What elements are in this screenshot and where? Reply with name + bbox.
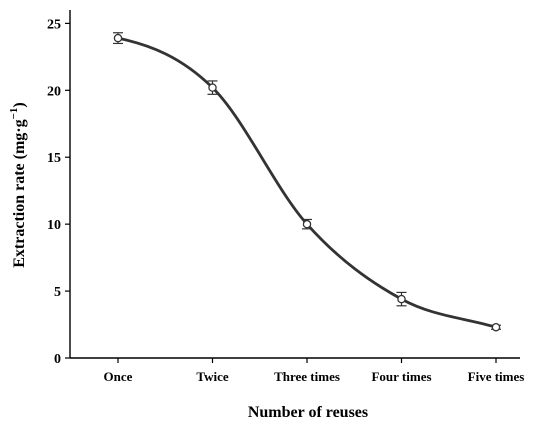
data-marker: [208, 83, 217, 92]
plot-area: [113, 32, 501, 332]
x-tick-label: Five times: [468, 369, 525, 384]
y-axis-title: Extraction rate (mg·g−1): [8, 102, 28, 268]
x-axis-title: Number of reuses: [248, 404, 368, 421]
x-tick-label: Three times: [274, 369, 340, 384]
y-tick-label: 25: [47, 17, 61, 32]
y-tick-label: 5: [54, 285, 61, 300]
data-marker: [113, 33, 123, 43]
data-point: [302, 218, 312, 230]
series-line: [117, 36, 497, 329]
x-tick-label: Four times: [371, 369, 431, 384]
y-axis-title-main: Extraction rate (mg·g: [11, 119, 28, 267]
x-tick-label: Twice: [196, 369, 228, 384]
y-axis: 0 5 10 15 20 25: [47, 10, 71, 367]
y-tick-label: 15: [47, 151, 61, 166]
x-axis: Once Twice Three times Four times Five times: [70, 357, 525, 384]
data-marker: [302, 219, 312, 229]
data-point: [491, 322, 501, 332]
data-point: [396, 291, 407, 307]
y-axis-title-superscript: −1: [8, 108, 20, 120]
data-point: [207, 80, 218, 95]
data-marker: [397, 294, 406, 304]
data-point: [113, 32, 123, 45]
y-tick-label: 20: [47, 84, 61, 99]
y-tick-label: 0: [54, 352, 61, 367]
y-axis-title-close: ): [11, 102, 28, 107]
data-marker: [491, 322, 501, 332]
y-tick-label: 10: [47, 218, 61, 233]
x-tick-label: Once: [104, 369, 133, 384]
